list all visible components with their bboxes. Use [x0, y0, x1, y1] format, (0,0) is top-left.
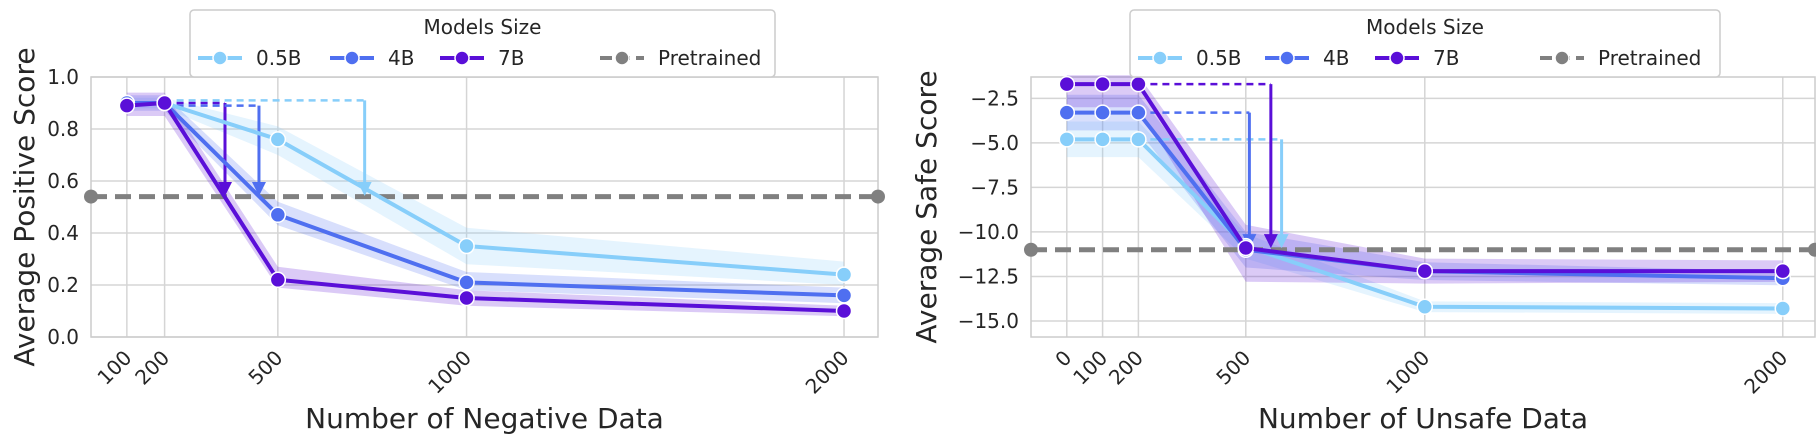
- point-0.5B: [1774, 300, 1792, 317]
- y-tick-label: 0.0: [47, 325, 79, 349]
- legend-marker-0.5B: [1152, 50, 1168, 66]
- legend-label-7B: 7B: [498, 46, 524, 70]
- x-tick-label: 200: [130, 346, 174, 390]
- annotation-arrowhead-4B: [251, 182, 266, 196]
- y-axis-label: Average Positive Score: [8, 47, 41, 366]
- x-tick-label: 500: [243, 346, 287, 390]
- point-7B: [156, 94, 173, 112]
- legend-label-0.5B: 0.5B: [256, 46, 302, 70]
- band-7B: [1066, 75, 1783, 284]
- legend-label-Pretrained: Pretrained: [1598, 46, 1701, 70]
- annotation-arrowhead-0.5B: [1274, 234, 1289, 249]
- baseline-marker: [871, 189, 885, 204]
- point-7B: [835, 302, 853, 320]
- legend-label-4B: 4B: [388, 46, 414, 70]
- point-7B: [1130, 75, 1147, 93]
- x-tick-label: 2000: [1739, 346, 1792, 399]
- legend-box: [1129, 9, 1721, 78]
- band-4B: [126, 95, 845, 304]
- point-7B: [1237, 239, 1255, 257]
- x-tick-label: 200: [1104, 346, 1148, 390]
- legend-marker-7B: [1389, 50, 1405, 66]
- legend-marker-Pretrained: [1554, 50, 1570, 66]
- x-tick-label: 500: [1211, 346, 1255, 390]
- legend-marker-4B: [1279, 50, 1295, 66]
- point-7B: [458, 289, 475, 307]
- x-tick-label: 100: [1068, 346, 1112, 390]
- x-axis-label: Number of Negative Data: [305, 402, 664, 435]
- x-tick-label: 1000: [1381, 346, 1434, 399]
- point-7B: [1058, 75, 1076, 93]
- y-tick-label: −10.0: [958, 220, 1019, 244]
- point-4B: [269, 206, 287, 224]
- legend: Models Size 0.5B 4B 7B Pretrained: [189, 9, 776, 78]
- baseline-marker: [84, 189, 98, 204]
- point-0.5B: [1130, 131, 1147, 148]
- y-tick-label: −2.5: [970, 86, 1019, 110]
- legend-label-4B: 4B: [1323, 46, 1349, 70]
- band-0.5B: [126, 97, 845, 285]
- baseline-marker: [1808, 242, 1816, 257]
- annotation-arrowhead-7B: [1263, 234, 1278, 249]
- x-tick-label: 100: [92, 346, 136, 390]
- point-4B: [1058, 104, 1076, 121]
- point-0.5B: [1416, 298, 1434, 315]
- legend-title: Models Size: [1366, 15, 1484, 39]
- legend-title: Models Size: [424, 15, 542, 39]
- legend-label-0.5B: 0.5B: [1196, 46, 1242, 70]
- legend-label-7B: 7B: [1433, 46, 1459, 70]
- y-tick-label: 0.4: [47, 221, 79, 245]
- x-tick-label: 2000: [801, 346, 854, 399]
- legend-marker-0.5B: [212, 50, 228, 66]
- annotation-arrowhead-7B: [217, 182, 232, 196]
- point-4B: [835, 287, 853, 304]
- baseline-marker: [1024, 242, 1038, 257]
- y-tick-label: −5.0: [970, 131, 1019, 155]
- y-tick-label: 1.0: [47, 65, 79, 89]
- legend-marker-4B: [344, 50, 360, 66]
- point-7B: [118, 97, 136, 114]
- y-tick-label: −7.5: [970, 175, 1019, 199]
- legend: Models Size 0.5B 4B 7B Pretrained: [1129, 9, 1721, 78]
- point-0.5B: [1094, 131, 1111, 148]
- point-4B: [1094, 104, 1111, 121]
- point-4B: [1130, 104, 1147, 121]
- point-7B: [1774, 262, 1792, 280]
- point-0.5B: [1058, 131, 1076, 148]
- y-tick-label: 0.8: [47, 117, 79, 141]
- x-axis-label: Number of Unsafe Data: [1258, 402, 1588, 435]
- point-0.5B: [835, 266, 853, 283]
- y-tick-label: −15.0: [958, 309, 1019, 333]
- y-axis-label: Average Safe Score: [910, 70, 943, 343]
- y-tick-label: −12.5: [958, 264, 1019, 288]
- point-0.5B: [458, 237, 475, 255]
- point-4B: [458, 274, 475, 291]
- legend-label-Pretrained: Pretrained: [658, 46, 761, 70]
- point-7B: [1094, 75, 1111, 93]
- y-tick-label: 0.6: [47, 169, 79, 193]
- point-7B: [1416, 262, 1434, 280]
- legend-marker-7B: [454, 50, 470, 66]
- point-0.5B: [269, 131, 287, 148]
- legend-marker-Pretrained: [614, 50, 630, 66]
- point-7B: [269, 271, 287, 289]
- x-tick-label: 1000: [423, 346, 476, 399]
- y-tick-label: 0.2: [47, 273, 79, 297]
